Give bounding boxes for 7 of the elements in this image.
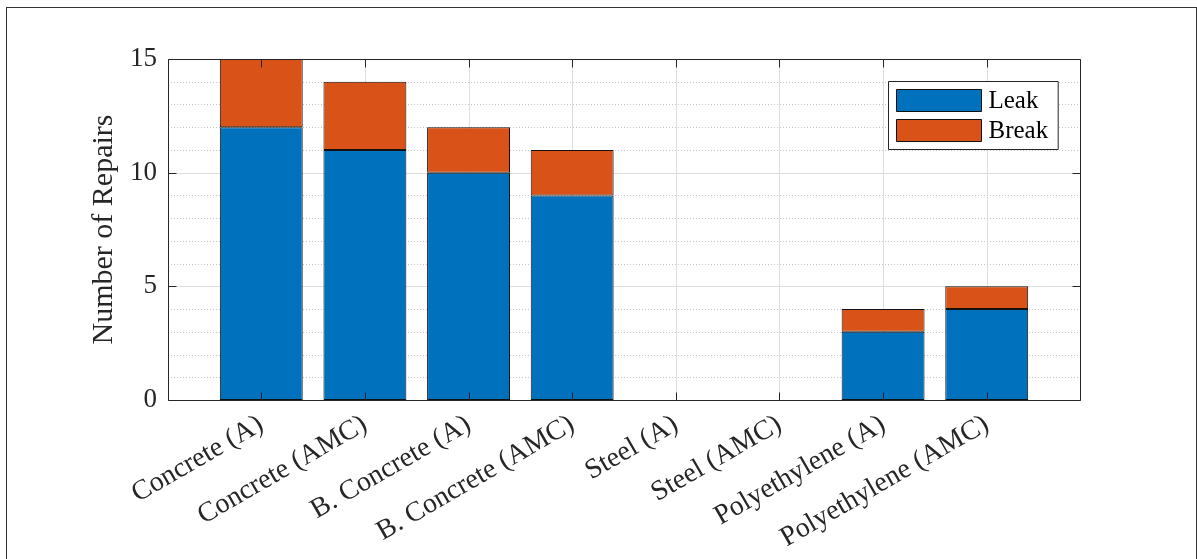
legend-label: Leak [988,86,1039,114]
y-axis-title: Number of Repairs [84,114,118,345]
y-tick-label: 0 [143,383,157,414]
y-tick-label: 10 [130,155,157,186]
y-tick-label: 5 [143,269,157,300]
y-tick-label: 15 [130,42,157,73]
legend-label: Break [988,116,1049,144]
